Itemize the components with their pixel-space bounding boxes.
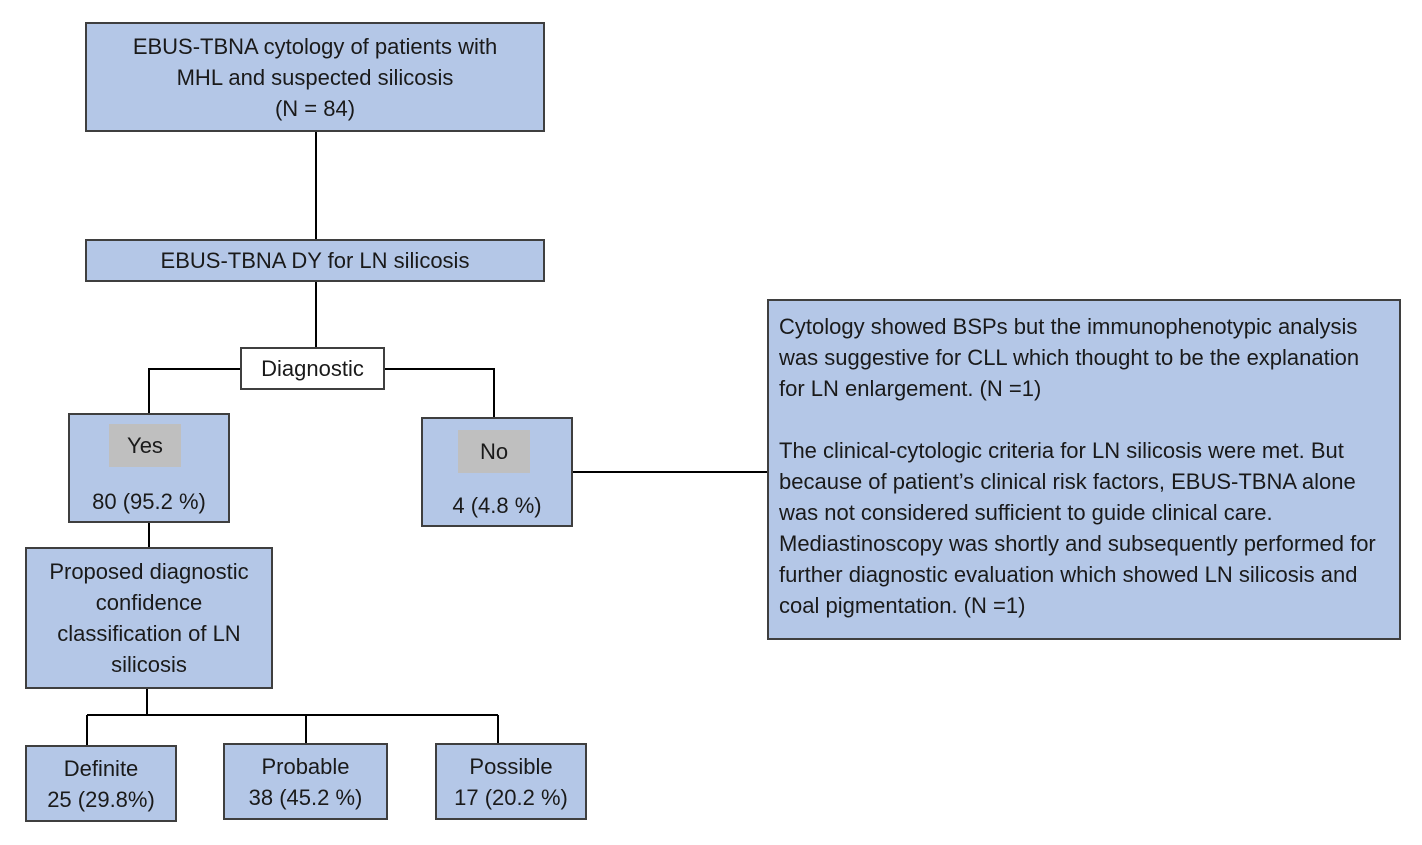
possible-label: Possible	[469, 753, 553, 779]
dy-box: EBUS-TBNA DY for LN silicosis	[85, 239, 545, 282]
dy-label: EBUS-TBNA DY for LN silicosis	[160, 248, 470, 273]
root-line1: EBUS-TBNA cytology of patients with	[132, 33, 498, 59]
no-explanation-note: Cytology showed BSPs but the immunopheno…	[767, 299, 1401, 640]
yes-box: Yes 80 (95.2 %)	[68, 413, 230, 523]
root-line3: (N = 84)	[274, 95, 356, 121]
diagnostic-label: Diagnostic	[261, 356, 364, 381]
yes-value: 80 (95.2 %)	[92, 489, 206, 514]
probable-box: Probable 38 (45.2 %)	[223, 743, 388, 820]
proposed-line4: silicosis	[111, 652, 187, 677]
note-paragraph-cll: Cytology showed BSPs but the immunopheno…	[779, 314, 1360, 401]
probable-value: 38 (45.2 %)	[248, 784, 363, 810]
definite-label: Definite	[63, 755, 139, 781]
root-box: EBUS-TBNA cytology of patients with MHL …	[85, 22, 545, 132]
diagnostic-box: Diagnostic	[240, 347, 385, 390]
no-tag: No	[458, 430, 530, 473]
no-value: 4 (4.8 %)	[452, 493, 542, 518]
possible-value: 17 (20.2 %)	[454, 784, 568, 810]
probable-label: Probable	[261, 753, 350, 779]
definite-box: Definite 25 (29.8%)	[25, 745, 177, 822]
proposed-line3: classification of LN	[57, 621, 241, 646]
proposed-line2: confidence	[95, 590, 203, 615]
note-paragraph-mediastinoscopy: The clinical-cytologic criteria for LN s…	[779, 438, 1376, 618]
proposed-line1: Proposed diagnostic	[49, 559, 249, 584]
connector-diagnostic-to-no	[385, 368, 495, 417]
connector-diagnostic-to-yes	[148, 368, 241, 413]
possible-box: Possible 17 (20.2 %)	[435, 743, 587, 820]
no-box: No 4 (4.8 %)	[421, 417, 573, 527]
definite-value: 25 (29.8%)	[47, 786, 155, 812]
root-line2: MHL and suspected silicosis	[176, 64, 454, 90]
yes-tag: Yes	[109, 424, 181, 467]
proposed-box: Proposed diagnostic confidence classific…	[25, 547, 273, 689]
